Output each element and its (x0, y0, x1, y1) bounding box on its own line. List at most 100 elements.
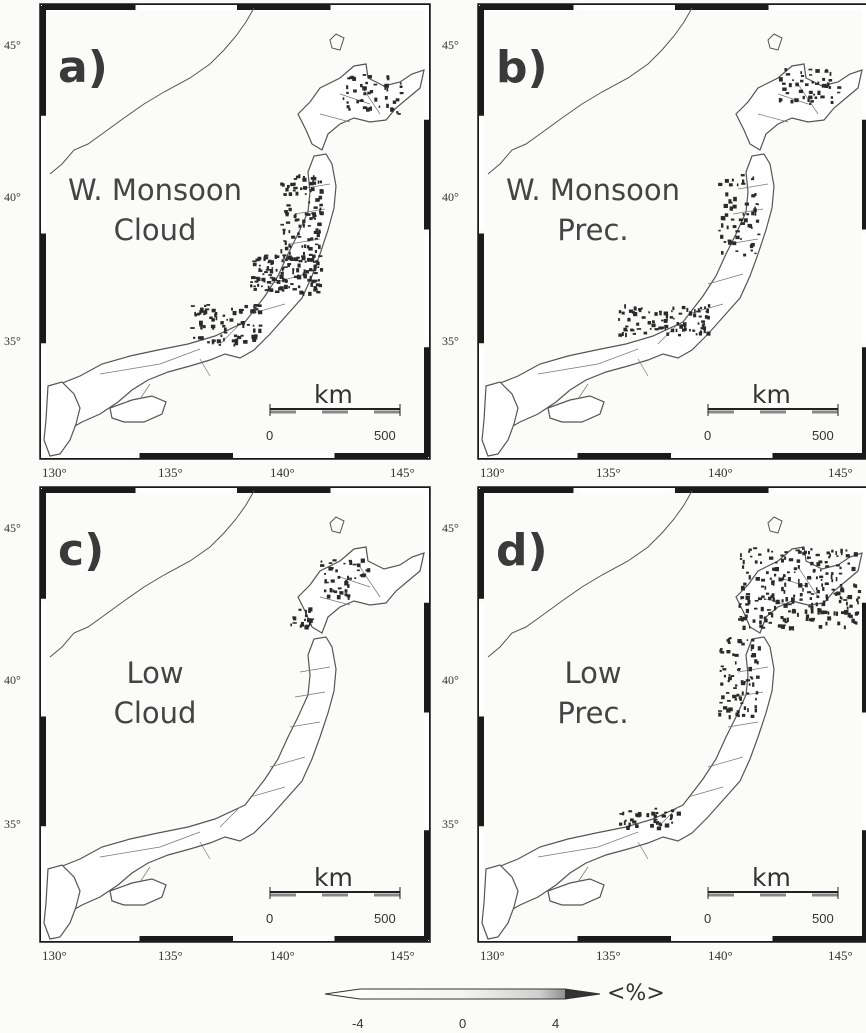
signal-patch (307, 257, 311, 261)
signal-patch (764, 586, 767, 590)
panel-title-line2: Cloud (113, 213, 197, 247)
signal-patch (718, 710, 723, 712)
signal-patch (830, 96, 834, 99)
signal-patch (670, 814, 673, 817)
signal-patch (261, 277, 266, 282)
signal-patch (804, 609, 808, 614)
signal-patch (754, 607, 758, 610)
map-panel-d: d) Low Prec. km 0 500 (477, 486, 866, 943)
signal-patch (694, 309, 696, 313)
signal-patch (337, 575, 341, 579)
signal-patch (745, 603, 750, 606)
signal-patch (254, 336, 258, 340)
signal-patch (660, 327, 664, 330)
signal-patch (315, 288, 318, 291)
signal-patch (625, 325, 629, 328)
signal-patch (232, 310, 237, 316)
signal-patch (755, 697, 757, 701)
signal-patch (231, 307, 234, 311)
signal-patch (847, 594, 853, 600)
signal-patch (813, 93, 816, 96)
lat-label: 40° (442, 673, 459, 687)
signal-patch (285, 258, 288, 261)
signal-patch (342, 97, 345, 101)
signal-patch (284, 240, 287, 246)
prefecture-boundary (537, 363, 599, 375)
signal-patch (665, 314, 669, 319)
signal-patch (818, 625, 823, 629)
signal-patch (281, 259, 284, 263)
signal-patch (279, 274, 284, 279)
signal-patch (759, 615, 763, 619)
signal-patch (384, 83, 389, 88)
signal-patch (356, 569, 360, 572)
signal-patch (318, 195, 323, 200)
signal-patch (797, 550, 802, 554)
frame-outline (478, 4, 866, 459)
signal-patch (825, 596, 829, 601)
signal-patch (290, 623, 292, 627)
signal-patch (856, 611, 860, 615)
signal-patch (741, 182, 746, 185)
signal-patch (312, 214, 317, 218)
prefecture-boundary (797, 566, 819, 598)
signal-patch (669, 316, 674, 319)
frame-outline (40, 4, 430, 459)
signal-patch (367, 75, 373, 79)
lon-label: 140° (270, 948, 295, 963)
signal-patch (761, 626, 766, 629)
signal-patch (747, 599, 751, 605)
signal-patch (723, 674, 727, 678)
signal-patch (755, 691, 759, 695)
signal-patch (735, 235, 740, 240)
signal-patch (801, 547, 804, 550)
signal-patch (721, 251, 724, 255)
signal-patch (772, 597, 775, 602)
signal-patch (749, 676, 753, 679)
signal-patch (360, 83, 363, 88)
prefecture-boundary (577, 866, 589, 883)
signal-patch (835, 551, 837, 556)
signal-patch (328, 566, 333, 571)
signal-patch (310, 237, 314, 240)
signal-patch (335, 569, 338, 573)
signal-patch (750, 249, 753, 252)
lon-label: 130° (480, 948, 505, 963)
signal-patch (741, 691, 744, 696)
signal-patch (754, 193, 757, 197)
prefecture-boundary (687, 786, 724, 798)
signal-patch (252, 262, 257, 267)
signal-patch (283, 284, 288, 290)
signal-patch (309, 618, 315, 621)
signal-patch (317, 222, 322, 227)
signal-patch (782, 576, 785, 581)
signal-patch (740, 682, 746, 686)
signal-patch (339, 591, 344, 595)
signal-patch (628, 810, 633, 813)
signal-patch (799, 592, 803, 597)
signal-patch (743, 218, 748, 223)
signal-patch (751, 638, 755, 642)
signal-patch (754, 560, 758, 564)
prefecture-boundary (139, 383, 151, 400)
signal-patch (746, 571, 749, 574)
prefecture-boundary (269, 756, 306, 768)
signal-patch (238, 308, 242, 314)
signal-patch (829, 553, 831, 557)
prefecture-boundary (319, 113, 351, 123)
signal-patch (648, 311, 651, 314)
sakhalin-coast (767, 516, 783, 534)
hokkaido-outline (297, 63, 425, 151)
panel-title-line1: Low (126, 656, 184, 690)
frame-outline (478, 487, 866, 942)
signal-patch (636, 322, 640, 326)
signal-patch (720, 651, 725, 654)
signal-patch (727, 239, 732, 243)
signal-patch (802, 588, 804, 592)
signal-patch (207, 341, 210, 344)
signal-patch (281, 267, 285, 270)
signal-patch (266, 280, 272, 284)
signal-patch (683, 322, 687, 327)
signal-patch (282, 231, 285, 235)
signal-patch (719, 649, 722, 653)
